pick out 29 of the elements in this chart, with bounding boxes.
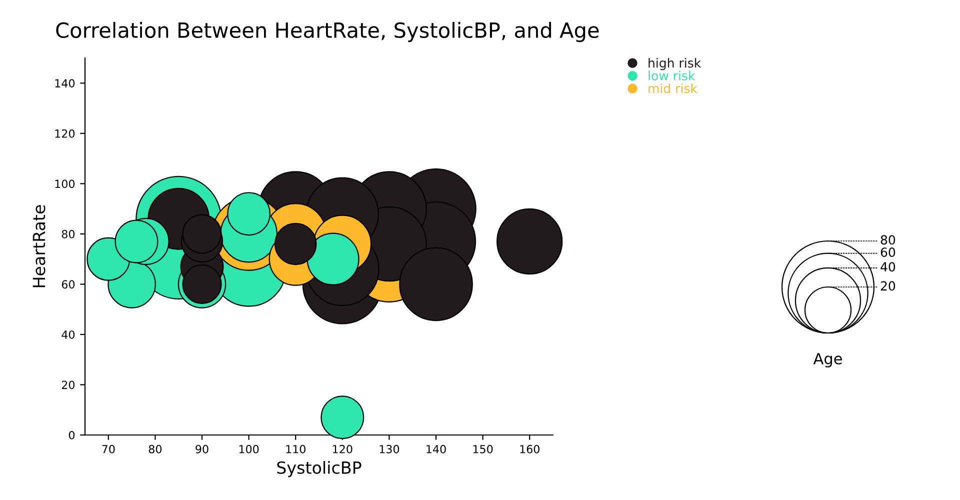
x-tick-label: 80 <box>148 444 162 454</box>
x-tick-label: 160 <box>520 444 540 454</box>
x-tick-label: 150 <box>473 444 493 454</box>
y-tick-label: 60 <box>62 280 75 289</box>
y-tick-label: 140 <box>55 79 75 88</box>
legend-label: mid risk <box>648 83 698 94</box>
y-tick-label: 0 <box>68 430 75 440</box>
legend-label: high risk <box>648 58 702 70</box>
legend-title: Age <box>813 353 842 368</box>
x-tick-label: 140 <box>426 444 446 454</box>
x-tick-label: 120 <box>333 444 352 454</box>
x-tick-label: 110 <box>286 444 306 454</box>
x-tick-label: 130 <box>380 444 400 454</box>
y-tick-label: 20 <box>62 380 75 390</box>
legend-label: 60 <box>880 248 896 257</box>
legend-label: low risk <box>648 70 696 80</box>
y-tick-label: 100 <box>55 180 75 188</box>
y-tick-label: 40 <box>62 330 75 339</box>
x-tick-label: 100 <box>239 444 259 454</box>
x-tick-label: 90 <box>196 444 208 454</box>
x-tick-label: 70 <box>102 444 115 454</box>
y-axis-title: HeartRate <box>32 205 46 288</box>
y-tick-label: 120 <box>55 129 75 138</box>
x-axis-title: SystolicBP <box>277 461 362 478</box>
legend-label: 80 <box>880 235 896 245</box>
chart-title: Correlation Between HeartRate, SystolicBP, and Age <box>56 22 599 42</box>
legend-label: 40 <box>880 262 896 272</box>
legend-label: 20 <box>880 281 896 291</box>
y-tick-label: 80 <box>62 230 75 238</box>
